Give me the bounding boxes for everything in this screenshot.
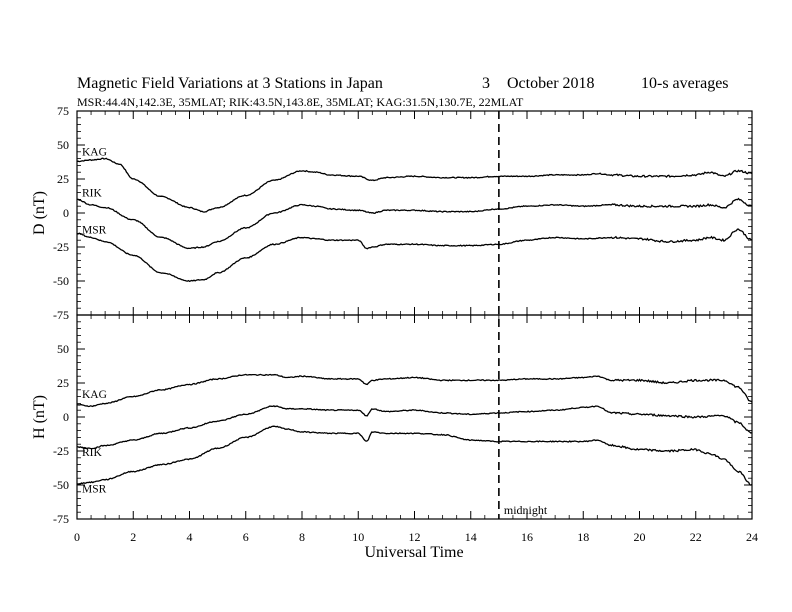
station-label-d-rik: RIK <box>82 187 103 199</box>
y-tick-label: -75 <box>53 308 69 322</box>
station-label-h-rik: RIK <box>82 447 103 459</box>
midnight-label: midnight <box>504 503 548 517</box>
chart-title-day: 3 <box>482 75 490 92</box>
x-tick-label: 2 <box>130 530 136 544</box>
d-axis-title: D (nT) <box>31 191 48 235</box>
d-series-line-rik <box>76 197 753 250</box>
x-tick-label: 20 <box>634 530 646 544</box>
chart-title-date: October 2018 <box>507 75 595 92</box>
y-tick-label: 25 <box>57 376 69 390</box>
station-label-d-kag: KAG <box>82 146 107 158</box>
x-tick-label: 8 <box>299 530 305 544</box>
x-tick-label: 16 <box>521 530 533 544</box>
h-series-line-kag <box>76 373 753 408</box>
y-tick-label: -50 <box>53 274 69 288</box>
station-label-h-kag: KAG <box>82 389 107 401</box>
y-tick-label: 0 <box>63 410 69 424</box>
tick-labels: 0 2 4 6 8 10 12 14 16 18 20 22 247550250-25-50-75502… <box>53 104 758 544</box>
x-tick-label: 0 <box>74 530 80 544</box>
station-label-d-msr: MSR <box>82 224 107 236</box>
d-panel-series <box>76 157 753 283</box>
y-tick-label: 75 <box>57 104 69 118</box>
x-tick-label: 12 <box>409 530 421 544</box>
h-axis-title: H (nT) <box>31 395 48 439</box>
x-tick-label: 22 <box>690 530 702 544</box>
chart-title: Magnetic Field Variations at 3 Stations … <box>77 75 383 92</box>
y-tick-label: 50 <box>57 138 69 152</box>
h-series-line-msr <box>76 425 753 486</box>
x-tick-label: 10 <box>352 530 364 544</box>
chart-subtitle: MSR:44.4N,142.3E, 35MLAT; RIK:43.5N,143.… <box>77 95 524 109</box>
x-tick-label: 24 <box>746 530 758 544</box>
y-tick-label: -25 <box>53 444 69 458</box>
y-tick-label: 0 <box>63 206 69 220</box>
y-tick-label: -25 <box>53 240 69 254</box>
station-labels: KAG RIK MSR KAG RIK MSR <box>82 146 107 495</box>
y-tick-label: 25 <box>57 172 69 186</box>
x-tick-label: 14 <box>465 530 477 544</box>
h-panel-frame <box>76 314 753 520</box>
station-label-h-msr: MSR <box>82 484 107 496</box>
x-tick-label: 6 <box>243 530 249 544</box>
h-series-line-rik <box>76 405 753 450</box>
x-tick-label: 18 <box>577 530 589 544</box>
y-tick-label: -75 <box>53 512 69 526</box>
x-axis-title: Universal Time <box>364 544 463 561</box>
y-tick-label: 50 <box>57 342 69 356</box>
d-series-line-msr <box>76 228 753 283</box>
y-tick-label: -50 <box>53 478 69 492</box>
x-tick-label: 4 <box>187 530 193 544</box>
d-panel-frame <box>76 110 753 316</box>
h-panel-series <box>76 373 753 486</box>
chart-title-averages: 10-s averages <box>641 75 729 92</box>
d-series-line-kag <box>76 157 753 213</box>
